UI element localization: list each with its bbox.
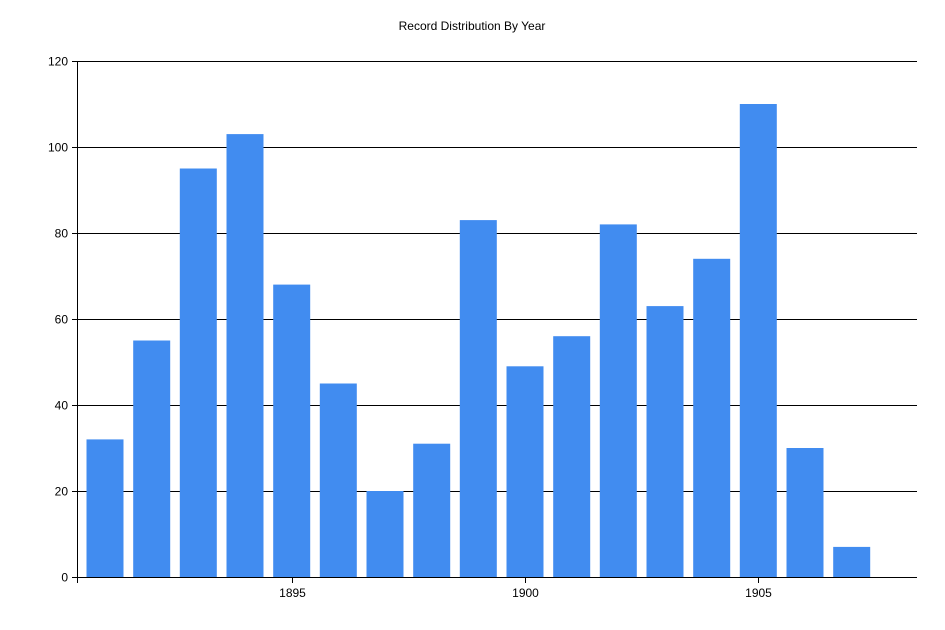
bar-1895 — [273, 284, 311, 577]
y-tick-label: 120 — [48, 55, 68, 69]
bar-1898 — [413, 443, 451, 577]
bars — [86, 104, 871, 577]
bar-1905 — [739, 104, 777, 577]
bar-1902 — [599, 224, 637, 577]
y-tick-label: 80 — [55, 227, 69, 241]
y-axis-ticks: 0 20 40 60 80 100 120 — [48, 55, 77, 585]
y-tick-label: 20 — [55, 485, 69, 499]
y-tick-label: 40 — [55, 399, 69, 413]
axes — [77, 61, 917, 583]
bar-1907 — [833, 546, 871, 577]
y-tick-label: 0 — [61, 571, 68, 585]
bar-1893 — [179, 168, 217, 577]
x-tick-label: 1900 — [512, 586, 539, 600]
bar-1901 — [553, 336, 591, 577]
x-tick-label: 1905 — [745, 586, 772, 600]
bar-1897 — [366, 491, 404, 577]
bar-1896 — [319, 383, 357, 577]
bar-1904 — [693, 258, 731, 577]
x-tick-label: 1895 — [279, 586, 306, 600]
bar-1891 — [86, 439, 124, 577]
y-tick-label: 60 — [55, 313, 69, 327]
bar-1903 — [646, 306, 684, 577]
y-tick-label: 100 — [48, 141, 68, 155]
gridlines — [77, 61, 917, 492]
bar-1900 — [506, 366, 544, 577]
bar-1894 — [226, 134, 264, 577]
x-axis-ticks: 1895 1900 1905 — [279, 577, 772, 600]
bar-1899 — [459, 220, 497, 577]
bar-1892 — [133, 340, 171, 577]
bar-1906 — [786, 448, 824, 577]
chart-title: Record Distribution By Year — [399, 19, 546, 33]
